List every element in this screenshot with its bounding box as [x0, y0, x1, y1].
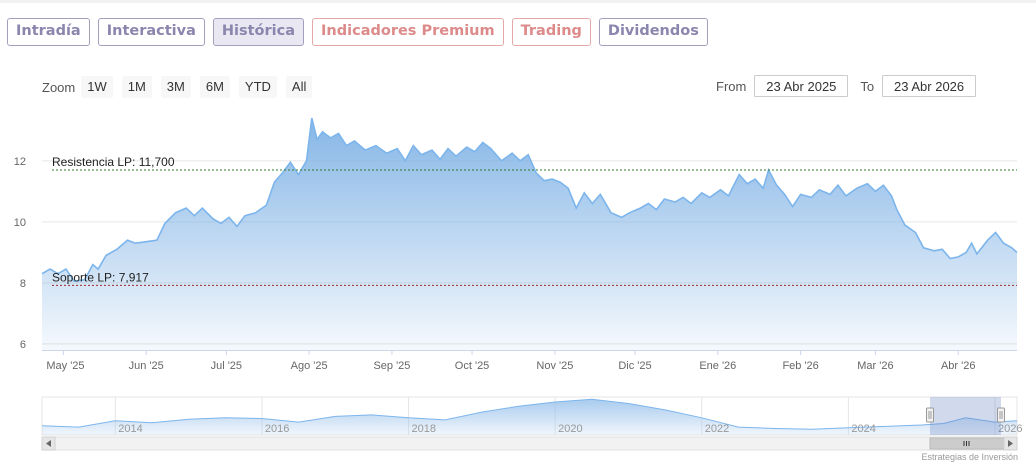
zoom-label: Zoom: [42, 79, 76, 95]
x-tick-label: Feb '26: [782, 360, 818, 372]
navigator-area: [42, 399, 1017, 435]
navigator-year-label: 2024: [851, 423, 875, 435]
x-tick-label: Ago '25: [291, 360, 328, 372]
navigator-year-label: 2026: [998, 423, 1022, 435]
x-tick-label: Nov '25: [536, 360, 573, 372]
tab-bar: Intradía Interactiva Histórica Indicador…: [7, 18, 708, 46]
tab-indicadores-premium[interactable]: Indicadores Premium: [312, 18, 504, 46]
to-date-input[interactable]: [882, 75, 977, 97]
scrollbar[interactable]: [41, 436, 1018, 451]
tab-interactiva[interactable]: Interactiva: [97, 18, 205, 46]
zoom-6m-button[interactable]: 6M: [199, 76, 230, 98]
x-tick-label: Dic '25: [618, 360, 651, 372]
zoom-1m-button[interactable]: 1M: [121, 76, 152, 98]
x-tick-label: Jul '25: [211, 360, 242, 372]
y-axis: 6 8 10 12: [14, 156, 26, 351]
navigator-year-label: 2020: [558, 423, 582, 435]
x-tick-label: Jun '25: [129, 360, 164, 372]
y-tick-label: 12: [14, 156, 26, 168]
support-label: Soporte LP: 7,917: [52, 270, 149, 284]
date-range-selector: From To: [716, 75, 988, 97]
navigator-year-label: 2018: [412, 423, 436, 435]
scroll-left-arrow[interactable]: [41, 436, 56, 451]
y-tick-label: 6: [20, 339, 26, 351]
from-date-input[interactable]: [754, 75, 849, 97]
navigator-line: [41, 398, 1018, 430]
chart-credit: Estrategias de Inversión: [921, 452, 1018, 462]
zoom-3m-button[interactable]: 3M: [160, 76, 191, 98]
scroll-right-arrow[interactable]: [1003, 436, 1018, 451]
y-tick-label: 8: [20, 278, 26, 290]
x-tick-label: Mar '26: [857, 360, 893, 372]
navigator-year-label: 2014: [118, 423, 142, 435]
zoom-selector: Zoom 1W 1M 3M 6M YTD All: [42, 76, 321, 98]
zoom-1w-button[interactable]: 1W: [81, 76, 113, 98]
x-tick-label: Sep '25: [373, 360, 410, 372]
navigator-year-label: 2022: [705, 423, 729, 435]
tab-historica[interactable]: Histórica: [212, 18, 305, 46]
to-label: To: [860, 78, 875, 94]
x-tick-label: Ene '26: [699, 360, 736, 372]
navigator-right-handle[interactable]: [997, 407, 1005, 423]
resistance-label: Resistencia LP: 11,700: [52, 155, 175, 169]
x-tick-label: Oct '25: [455, 360, 490, 372]
navigator-left-handle[interactable]: [926, 407, 934, 423]
navigator[interactable]: 2014 2016 2018 2020 2022 2024 2026: [41, 396, 1022, 436]
top-divider: [0, 0, 1036, 3]
price-chart[interactable]: 6 8 10 12 Resistencia LP: 11,700 Soporte LP…: [0, 100, 1036, 470]
price-line: [41, 117, 1018, 283]
tab-trading[interactable]: Trading: [511, 18, 591, 46]
zoom-ytd-button[interactable]: YTD: [238, 76, 277, 98]
x-tick-label: May '25: [46, 360, 84, 372]
zoom-all-button[interactable]: All: [285, 76, 313, 98]
navigator-selection[interactable]: [930, 397, 1001, 435]
price-area: [42, 118, 1017, 350]
from-label: From: [716, 78, 747, 94]
tab-intradia[interactable]: Intradía: [7, 18, 90, 46]
x-tick-label: Abr '26: [941, 360, 976, 372]
navigator-year-label: 2016: [265, 423, 289, 435]
y-tick-label: 10: [14, 217, 26, 229]
x-axis: May '25 Jun '25 Jul '25 Ago '25 Sep '25 Oct '…: [46, 350, 975, 372]
tab-dividendos[interactable]: Dividendos: [598, 18, 708, 46]
